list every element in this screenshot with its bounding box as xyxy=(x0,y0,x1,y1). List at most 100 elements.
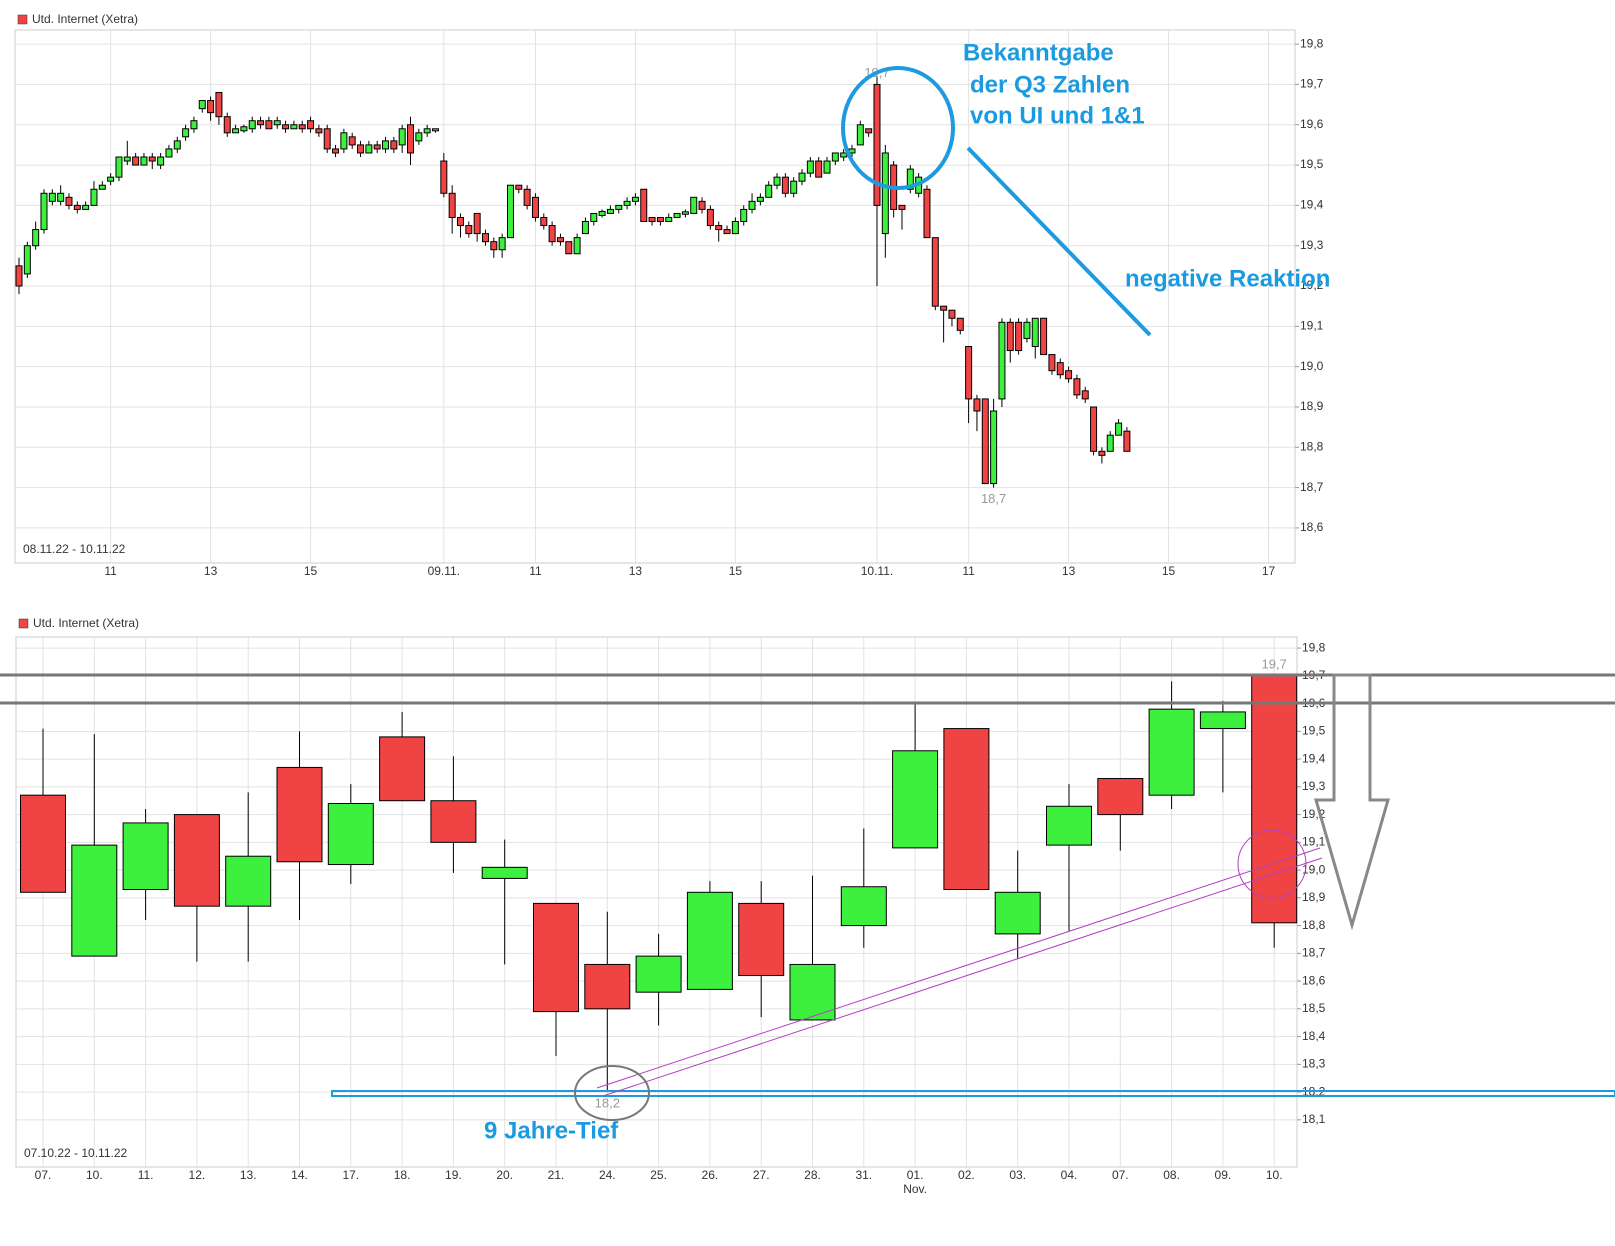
y-tick-label: 18,5 xyxy=(1302,1001,1326,1015)
y-tick-label: 18,4 xyxy=(1302,1029,1326,1043)
candle-body xyxy=(806,160,814,174)
candle-body xyxy=(1081,390,1089,400)
x-tick-label: 20. xyxy=(496,1168,513,1182)
candle-body xyxy=(298,124,306,130)
x-tick-label: 10. xyxy=(1266,1168,1283,1182)
y-tick-label: 18,7 xyxy=(1302,946,1326,960)
y-tick-label: 18,8 xyxy=(1302,918,1326,932)
candle-body xyxy=(20,794,66,893)
background-layer xyxy=(14,29,1298,1168)
candle-body xyxy=(848,148,856,154)
candle-body xyxy=(815,160,823,178)
candle-body xyxy=(207,100,215,114)
y-tick-label: 19,4 xyxy=(1302,751,1326,765)
candle-body xyxy=(831,152,839,162)
candle-body xyxy=(373,144,381,150)
highlight-circle xyxy=(841,66,955,190)
candle-body xyxy=(840,152,848,158)
trend-line xyxy=(602,857,1323,1097)
x-tick-label: 31. xyxy=(855,1168,872,1182)
candle-body xyxy=(223,116,231,134)
candle-body xyxy=(365,144,373,154)
candle-body xyxy=(273,120,281,126)
x-tick-label: 13. xyxy=(240,1168,257,1182)
candle-body xyxy=(531,196,539,218)
candle-body xyxy=(1015,321,1023,352)
candle-body xyxy=(1115,422,1123,436)
candle-body xyxy=(990,410,998,485)
trend-line xyxy=(596,847,1321,1089)
x-tick-label: 10.11. xyxy=(861,564,893,578)
x-tick-label: 15 xyxy=(729,564,743,578)
x-tick-label: 09.11. xyxy=(428,564,460,578)
y-tick-label: 19,1 xyxy=(1300,319,1324,333)
candle-body xyxy=(548,225,556,243)
support-line xyxy=(331,1090,1615,1097)
candle-body xyxy=(898,204,906,210)
y-tick-label: 19,3 xyxy=(1302,779,1326,793)
candle-body xyxy=(1046,805,1092,846)
candle-body xyxy=(123,156,131,162)
candle-body xyxy=(398,128,406,146)
candle-body xyxy=(432,128,439,132)
candle-body xyxy=(165,148,173,158)
candle-body xyxy=(773,176,781,186)
candle-body xyxy=(723,229,731,235)
candle-body xyxy=(415,132,423,142)
candle-body xyxy=(1031,317,1039,347)
x-tick-label: 07. xyxy=(35,1168,52,1182)
candle-body xyxy=(956,317,964,331)
candle-body xyxy=(635,955,682,993)
candle-body xyxy=(430,800,477,843)
y-tick-label: 19,8 xyxy=(1302,640,1326,654)
candle-body xyxy=(781,176,789,194)
candle-body xyxy=(965,345,973,400)
candle-body xyxy=(823,160,831,174)
candle-body xyxy=(440,160,448,194)
candle-body xyxy=(940,305,948,311)
candle-body xyxy=(1065,370,1073,380)
y-tick-label: 18,1 xyxy=(1302,1112,1326,1126)
y-tick-label: 19,4 xyxy=(1300,198,1324,212)
candle-body xyxy=(232,128,240,134)
candle-body xyxy=(731,221,739,235)
candle-body xyxy=(690,196,698,214)
candle-body xyxy=(598,210,606,216)
candle-body xyxy=(748,200,756,210)
candle-body xyxy=(71,844,118,957)
y-tick-label: 18,3 xyxy=(1302,1057,1326,1071)
x-tick-label: 11 xyxy=(529,564,542,578)
candle-body xyxy=(15,265,23,287)
candle-body xyxy=(606,208,614,214)
candle-body xyxy=(631,196,639,202)
y-tick-label: 19,2 xyxy=(1300,278,1324,292)
y-tick-label: 19,6 xyxy=(1300,117,1324,131)
candle-body xyxy=(873,83,881,206)
x-tick-label: 25. xyxy=(650,1168,667,1182)
candle-body xyxy=(198,100,206,110)
candle-body xyxy=(906,168,914,190)
x-tick-label: 13 xyxy=(1062,564,1076,578)
candle-body xyxy=(115,156,123,178)
x-tick-label: 19. xyxy=(445,1168,462,1182)
candle-body xyxy=(473,212,481,235)
candle-body xyxy=(382,140,390,150)
candle-body xyxy=(132,156,140,166)
candle-body xyxy=(332,148,340,154)
x-tick-label: 15 xyxy=(304,564,318,578)
candle-body xyxy=(107,176,115,182)
x-tick-label: 01. xyxy=(907,1168,924,1182)
x-tick-label: 04. xyxy=(1061,1168,1078,1182)
candle-body xyxy=(40,192,48,231)
low-circle xyxy=(574,1065,650,1121)
annotation: negative Reaktion xyxy=(1125,265,1330,292)
candle-body xyxy=(581,221,589,235)
candle-body xyxy=(481,233,489,243)
x-tick-label: 10. xyxy=(86,1168,103,1182)
candle-body xyxy=(48,192,56,202)
candle-body xyxy=(998,321,1006,400)
candle-body xyxy=(615,204,623,210)
annotation: Bekanntgabe xyxy=(963,39,1114,66)
candle-body xyxy=(765,184,773,198)
x-tick-label: 13 xyxy=(629,564,643,578)
